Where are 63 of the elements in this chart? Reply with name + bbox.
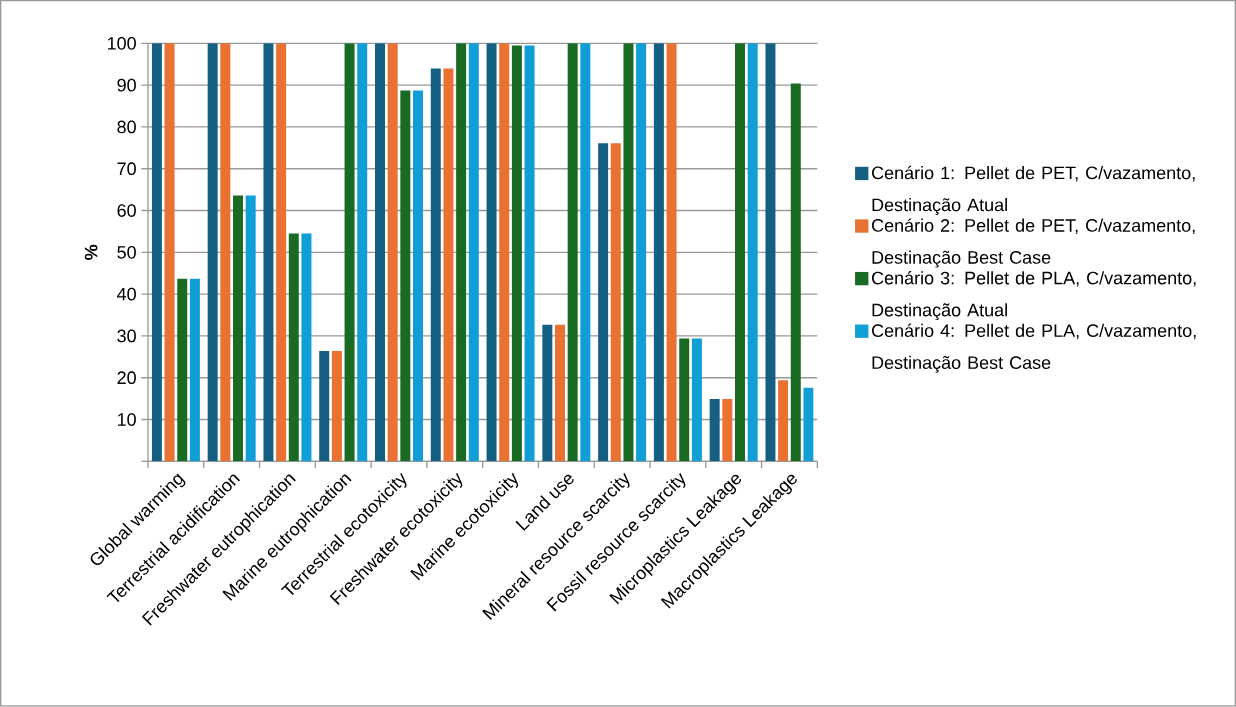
bar xyxy=(276,43,287,462)
bar xyxy=(555,324,566,462)
y-tick-label: 90 xyxy=(117,78,136,92)
bar xyxy=(598,143,609,462)
bar xyxy=(344,43,355,462)
bar xyxy=(151,43,162,462)
bar xyxy=(747,43,758,462)
bar xyxy=(765,43,776,462)
y-axis-title: % xyxy=(84,244,98,261)
y-tick-label: 60 xyxy=(117,204,136,218)
legend-label: Cenário 4: Pellet de PLA, C/vazamento, Destinação Best Case xyxy=(871,323,1196,373)
bar xyxy=(468,43,479,462)
y-tick-label: 20 xyxy=(117,371,136,385)
bar xyxy=(709,399,720,462)
bar xyxy=(610,143,621,462)
bar xyxy=(567,43,578,462)
bar xyxy=(666,43,677,462)
bar xyxy=(653,43,664,462)
bar xyxy=(691,338,702,462)
bar xyxy=(413,90,423,462)
y-tick-label: 80 xyxy=(117,120,136,134)
bar xyxy=(443,68,454,462)
bar xyxy=(207,43,218,462)
bar xyxy=(375,43,385,462)
bar xyxy=(580,43,591,462)
bar xyxy=(542,324,553,462)
bar xyxy=(177,278,188,462)
bar xyxy=(245,195,256,462)
bar xyxy=(499,43,510,462)
bar xyxy=(220,43,231,462)
bar xyxy=(263,43,274,462)
bar xyxy=(803,387,814,462)
bar xyxy=(511,45,522,462)
bar xyxy=(790,83,801,462)
bar xyxy=(623,43,634,462)
y-tick-label: 10 xyxy=(117,413,136,427)
y-tick-label: 40 xyxy=(117,287,136,301)
bar xyxy=(524,45,535,462)
bar xyxy=(301,233,312,462)
legend-label: Cenário 3: Pellet de PLA, C/vazamento, Destinação Atual xyxy=(871,271,1196,321)
bar xyxy=(319,351,330,462)
bar xyxy=(735,43,745,462)
bar xyxy=(486,43,497,462)
bar xyxy=(164,43,175,462)
bar xyxy=(189,278,200,462)
bar xyxy=(430,68,441,462)
bar xyxy=(387,43,398,462)
bar xyxy=(357,43,368,462)
y-tick-label: 100 xyxy=(107,37,136,50)
bar xyxy=(456,43,467,462)
bar xyxy=(778,380,789,462)
bar xyxy=(679,338,690,462)
bar xyxy=(722,399,733,462)
y-tick-label: 30 xyxy=(117,329,136,343)
bar xyxy=(288,233,299,462)
bar xyxy=(331,351,342,462)
legend-label: Cenário 2: Pellet de PET, C/vazamento, Destinação Best Case xyxy=(871,218,1195,268)
bar xyxy=(400,90,411,462)
bar xyxy=(233,195,244,462)
y-tick-label: 50 xyxy=(117,246,136,259)
legend-label: Cenário 1: Pellet de PET, C/vazamento, Destinação Atual xyxy=(871,165,1195,216)
bar xyxy=(636,43,647,462)
y-tick-label: 70 xyxy=(117,162,136,176)
